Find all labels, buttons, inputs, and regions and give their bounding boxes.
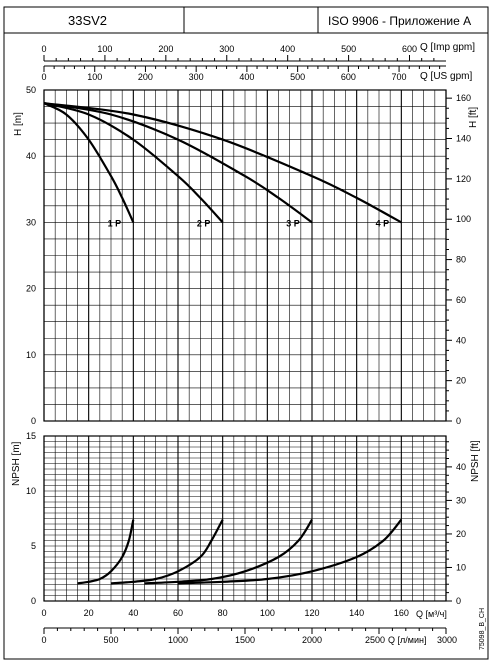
npsh-ft-tick-label: 40 [456, 462, 466, 472]
flow-lmin-tick-label: 2000 [302, 635, 322, 645]
head-ft-tick-label: 100 [456, 214, 471, 224]
head-m-tick-label: 50 [26, 85, 36, 95]
head-ft-axis-label: H [ft] [468, 107, 479, 128]
head-curve-2 [43, 102, 224, 224]
head-ft-tick-label: 160 [456, 93, 471, 103]
us-gpm-tick-label: 100 [87, 72, 102, 82]
flow-lmin-axis-label: Q [л/мин] [388, 635, 426, 645]
flow-m3h-tick-label: 20 [84, 608, 94, 618]
flow-m3h-tick-label: 140 [349, 608, 364, 618]
head-curve-label: 1 P [108, 218, 122, 228]
npsh-m-tick-label: 0 [31, 596, 36, 606]
head-ft-tick-label: 0 [456, 416, 461, 426]
npsh-ft-tick-label: 0 [456, 596, 461, 606]
flow-m3h-tick-label: 100 [260, 608, 275, 618]
imp-gpm-axis-label: Q [Imp gpm] [420, 42, 475, 53]
flow-m3h-axis-label: Q [м³/ч] [416, 609, 447, 619]
head-m-tick-label: 30 [26, 217, 36, 227]
flow-m3h-tick-label: 80 [218, 608, 228, 618]
us-gpm-tick-label: 0 [41, 72, 46, 82]
head-plot-border [43, 89, 447, 422]
npsh-ft-axis-label: NPSH [ft] [470, 440, 481, 482]
flow-lmin-tick-label: 1000 [168, 635, 188, 645]
flow-m3h-tick-label: 160 [394, 608, 409, 618]
flow-m3h-tick-label: 0 [41, 608, 46, 618]
standard-label: ISO 9906 - Приложение A [328, 14, 471, 28]
us-gpm-tick-label: 600 [341, 72, 356, 82]
us-gpm-tick-label: 400 [239, 72, 254, 82]
imp-gpm-tick-label: 0 [41, 44, 46, 54]
imp-gpm-tick-label: 400 [280, 44, 295, 54]
head-ft-tick-label: 140 [456, 134, 471, 144]
npsh-curve-4 [177, 518, 403, 585]
imp-gpm-tick-label: 600 [402, 44, 417, 54]
imp-gpm-tick-label: 200 [158, 44, 173, 54]
head-curve-4 [43, 102, 402, 224]
head-curve-label: 4 P [376, 218, 390, 228]
npsh-curve-3 [144, 519, 313, 585]
npsh-curve-1 [77, 519, 135, 585]
head-m-tick-label: 40 [26, 151, 36, 161]
us-gpm-axis-label: Q [US gpm] [420, 71, 472, 82]
top-flow-scales: Q [Imp gpm] Q [US gpm] 0 100 200 300 400 500 6… [41, 42, 475, 82]
imp-gpm-tick-label: 500 [341, 44, 356, 54]
npsh-ft-tick-label: 10 [456, 562, 466, 572]
head-curve-label: 3 P [286, 218, 300, 228]
flow-m3h-tick-label: 60 [173, 608, 183, 618]
head-curve-1 [43, 102, 135, 223]
flow-m3h-tick-label: 40 [128, 608, 138, 618]
flow-lmin-tick-label: 0 [41, 635, 46, 645]
flow-lmin-tick-label: 3000 [437, 635, 457, 645]
flow-lmin-tick-label: 2500 [365, 635, 385, 645]
head-ft-tick-label: 120 [456, 174, 471, 184]
npsh-plot: 0 5 10 15 0 10 20 30 40 NPSH [m] NPSH [ft] [11, 431, 481, 606]
npsh-m-tick-label: 5 [31, 541, 36, 551]
npsh-ft-tick-label: 30 [456, 495, 466, 505]
flow-m3h-tick-label: 120 [304, 608, 319, 618]
flow-lmin-tick-label: 1500 [235, 635, 255, 645]
head-m-tick-label: 0 [31, 416, 36, 426]
npsh-m-axis-label: NPSH [m] [11, 441, 22, 486]
npsh-plot-border [43, 435, 447, 602]
head-ft-tick-label: 80 [456, 255, 466, 265]
us-gpm-tick-label: 300 [189, 72, 204, 82]
head-m-axis-label: H [m] [13, 112, 24, 136]
us-gpm-tick-label: 500 [290, 72, 305, 82]
model-name: 33SV2 [68, 13, 107, 28]
head-m-tick-label: 10 [26, 350, 36, 360]
npsh-ft-tick-label: 20 [456, 529, 466, 539]
us-gpm-tick-label: 700 [392, 72, 407, 82]
header: 33SV2 ISO 9906 - Приложение A [3, 6, 489, 34]
head-ft-tick-label: 20 [456, 376, 466, 386]
bottom-flow-scales: Q [м³/ч] Q [л/мин] 0 20 40 60 80 100 120 140 160… [41, 608, 457, 645]
head-plot: 0 10 20 30 40 50 0 20 40 60 80 100 120 140 160 1 P 2 P 3… [13, 85, 479, 426]
chart-frame [3, 32, 489, 660]
npsh-m-tick-label: 15 [26, 431, 36, 441]
npsh-curve-2 [110, 519, 224, 585]
head-curve-label: 2 P [197, 218, 211, 228]
flow-lmin-tick-label: 500 [103, 635, 118, 645]
head-curve-3 [43, 102, 313, 224]
head-m-tick-label: 20 [26, 284, 36, 294]
npsh-m-tick-label: 10 [26, 486, 36, 496]
head-ft-tick-label: 40 [456, 335, 466, 345]
imp-gpm-tick-label: 100 [97, 44, 112, 54]
imp-gpm-tick-label: 300 [219, 44, 234, 54]
us-gpm-tick-label: 200 [138, 72, 153, 82]
head-ft-tick-label: 60 [456, 295, 466, 305]
footnote-code: 75098_B_CH [479, 608, 486, 650]
